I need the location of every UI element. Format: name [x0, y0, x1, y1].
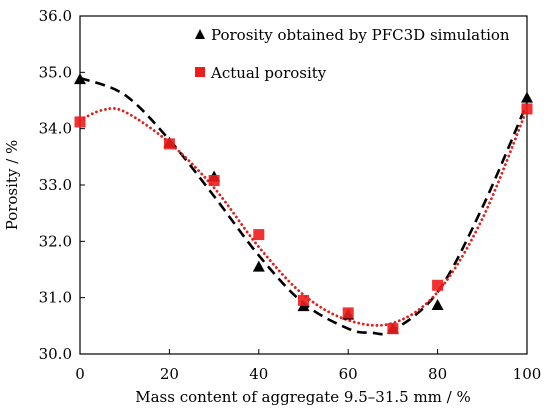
- y-tick-label: 35.0: [39, 63, 72, 81]
- simulation-point: [252, 260, 265, 272]
- y-tick-label: 36.0: [39, 7, 72, 25]
- y-tick-label: 34.0: [39, 120, 72, 138]
- simulation-fit-curve: [79, 76, 529, 336]
- y-tick-label: 31.0: [39, 289, 72, 307]
- y-tick-label: 30.0: [39, 345, 72, 363]
- actual-point: [432, 279, 444, 291]
- simulation-point: [431, 298, 444, 310]
- y-tick-label: 32.0: [39, 232, 72, 250]
- y-tick-label: 33.0: [39, 176, 72, 194]
- x-axis-title: Mass content of aggregate 9.5–31.5 mm / …: [135, 388, 471, 406]
- legend-marker-square: [195, 67, 205, 77]
- x-tick-label: 100: [513, 365, 542, 383]
- legend-label-simulation: Porosity obtained by PFC3D simulation: [211, 26, 510, 44]
- actual-point: [208, 174, 220, 186]
- actual-point: [298, 294, 309, 306]
- actual-point: [521, 103, 533, 115]
- legend: Porosity obtained by PFC3D simulation Ac…: [195, 26, 510, 82]
- simulation-point: [521, 91, 533, 103]
- actual-point: [74, 116, 86, 128]
- legend-marker-triangle: [195, 29, 205, 39]
- y-axis-title: Porosity / %: [3, 140, 21, 231]
- actual-fit-curve: [78, 106, 529, 327]
- x-tick-label: 40: [249, 365, 268, 383]
- simulation-point: [74, 73, 86, 85]
- x-tick-label: 20: [160, 365, 179, 383]
- actual-point: [253, 229, 265, 241]
- x-axis-ticks: 0 20 40 60 80 100: [75, 349, 541, 383]
- fit-curves: [78, 76, 529, 336]
- data-points: [74, 73, 533, 335]
- y-axis-ticks: 30.0 31.0 32.0 33.0 34.0 35.0 36.0: [39, 7, 85, 363]
- actual-point: [387, 323, 399, 335]
- x-tick-label: 0: [75, 365, 85, 383]
- actual-point: [342, 307, 354, 319]
- actual-point: [163, 138, 175, 150]
- legend-label-actual: Actual porosity: [210, 64, 327, 82]
- x-tick-label: 60: [339, 365, 358, 383]
- x-tick-label: 80: [428, 365, 447, 383]
